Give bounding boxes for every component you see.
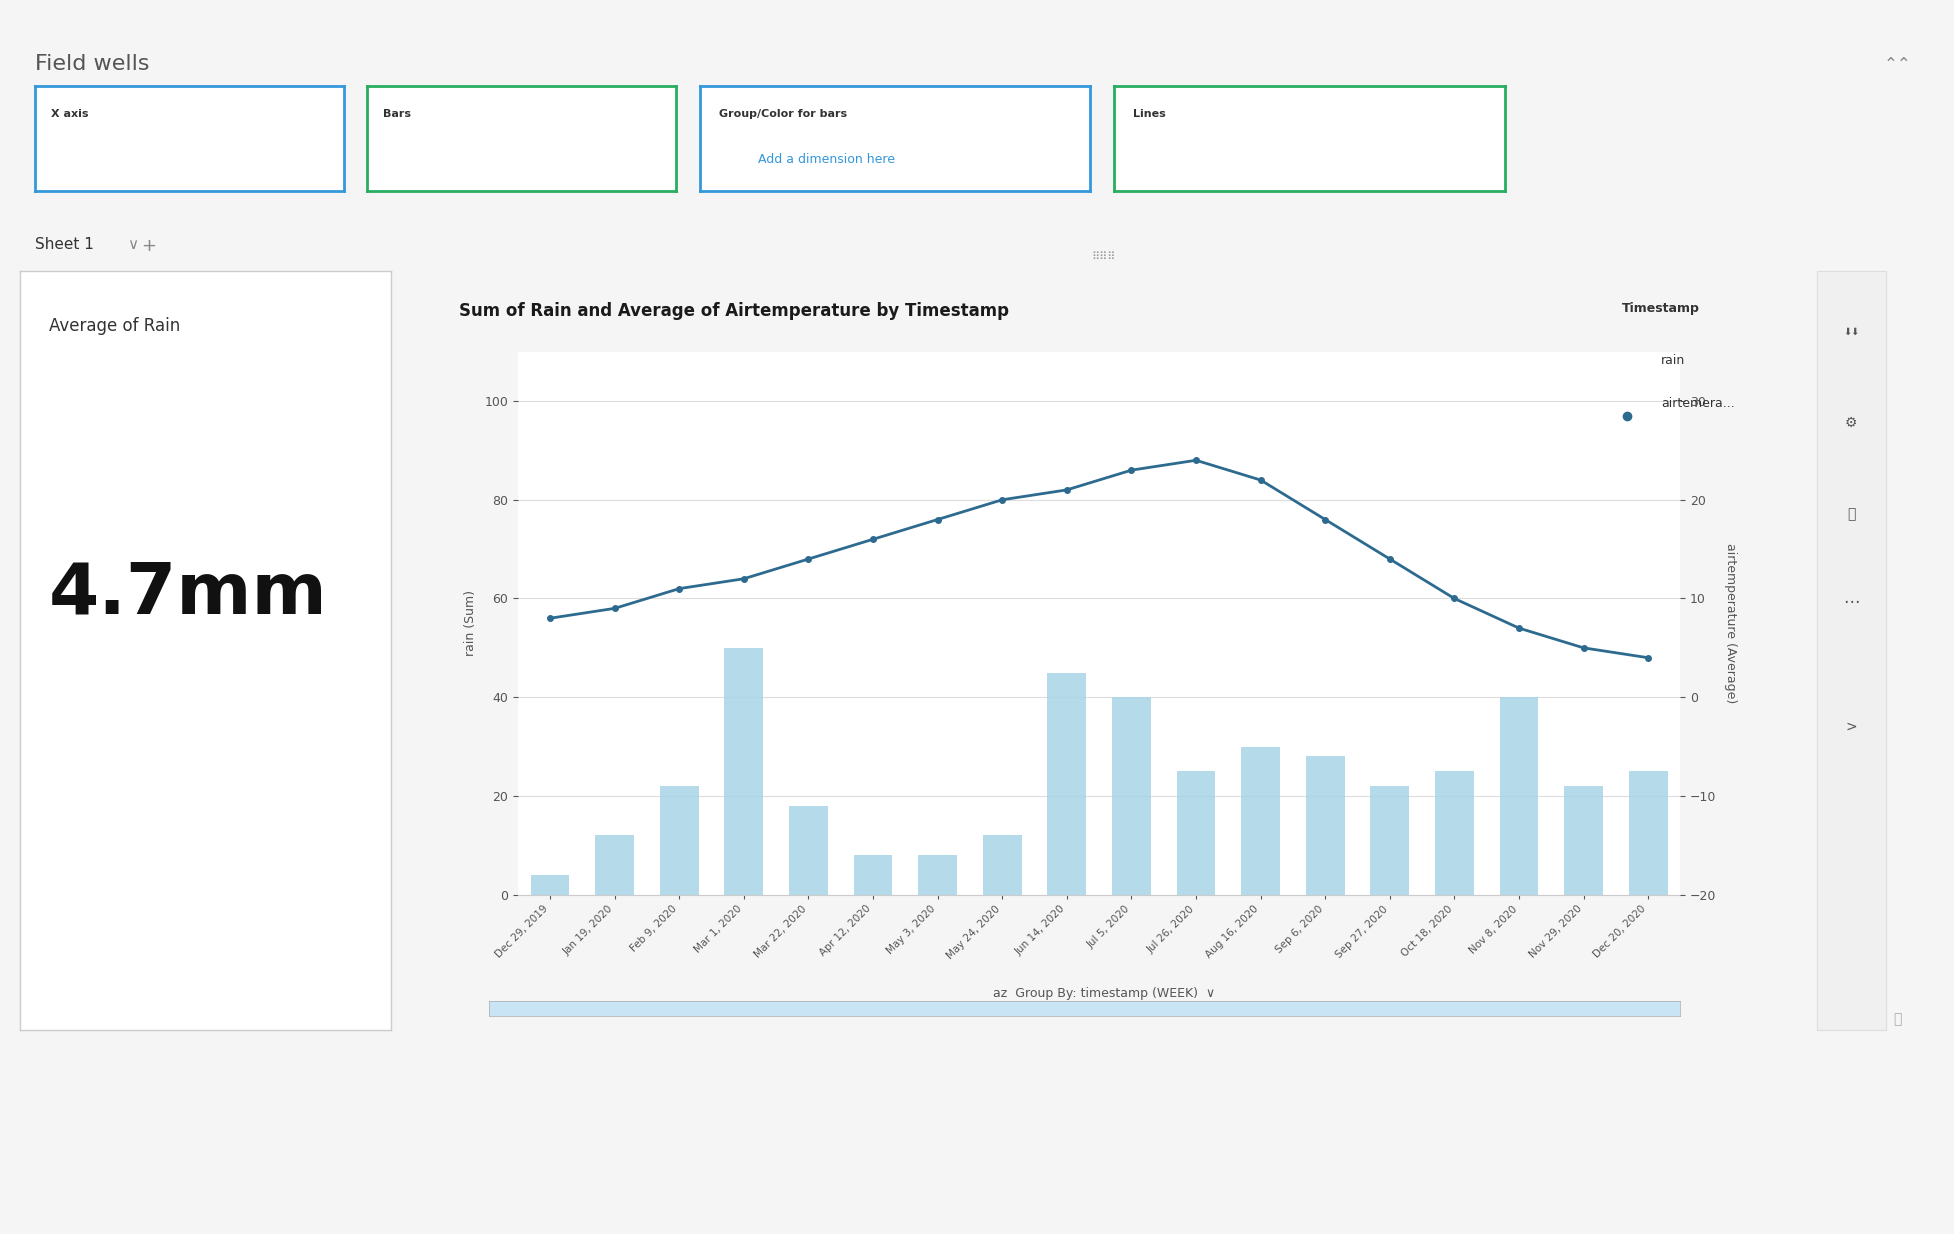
Bar — [596, 835, 633, 895]
Text: airtemperature (Average): airtemperature (Average) — [1139, 158, 1321, 170]
Y-axis label: airtemperature (Average): airtemperature (Average) — [1723, 543, 1737, 703]
Text: Average of Rain: Average of Rain — [49, 317, 180, 334]
Text: …: … — [1843, 589, 1860, 607]
Text: 4.7mm: 4.7mm — [49, 560, 328, 629]
Text: Timestamp: Timestamp — [1622, 302, 1700, 316]
Text: az  Group By: timestamp (WEEK)  ∨: az Group By: timestamp (WEEK) ∨ — [993, 987, 1215, 1000]
Text: airtemera...: airtemera... — [1661, 397, 1735, 410]
Text: ⠿⠿⠿: ⠿⠿⠿ — [1092, 252, 1116, 262]
Y-axis label: rain (Sum): rain (Sum) — [465, 590, 477, 656]
Bar — [1434, 771, 1473, 895]
Text: >: > — [1847, 719, 1856, 734]
Text: +: + — [141, 237, 156, 255]
Text: ⤡: ⤡ — [1893, 1013, 1901, 1027]
Bar — [983, 835, 1022, 895]
Text: X axis: X axis — [51, 110, 88, 120]
Text: Lines: Lines — [1133, 110, 1167, 120]
Text: ⌃⌃: ⌃⌃ — [1884, 54, 1911, 73]
Bar — [918, 855, 957, 895]
Bar — [1241, 747, 1280, 895]
Text: ⬇⬇: ⬇⬇ — [1843, 327, 1860, 337]
Text: timestamp (WEEK): timestamp (WEEK) — [57, 158, 190, 170]
Text: Bars: Bars — [383, 110, 410, 120]
Text: ∨: ∨ — [293, 157, 303, 172]
Bar — [1047, 673, 1086, 895]
Bar — [725, 648, 764, 895]
Bar — [660, 786, 700, 895]
Text: Field wells: Field wells — [35, 54, 150, 74]
Text: Sum of Rain and Average of Airtemperature by Timestamp: Sum of Rain and Average of Airtemperatur… — [459, 302, 1008, 321]
Text: rain: rain — [1661, 354, 1684, 366]
Bar — [1370, 786, 1409, 895]
Bar — [1112, 697, 1151, 895]
Bar — [1176, 771, 1215, 895]
Text: Add a dimension here: Add a dimension here — [758, 153, 895, 167]
Text: ⚙: ⚙ — [1845, 416, 1858, 431]
Text: Sheet 1: Sheet 1 — [35, 237, 94, 252]
Text: ∨: ∨ — [1446, 157, 1458, 172]
Bar — [1630, 771, 1667, 895]
Bar — [854, 855, 893, 895]
Text: ∨: ∨ — [127, 237, 139, 252]
Bar — [531, 875, 569, 895]
Bar — [1499, 697, 1538, 895]
Text: rain (Sum): rain (Sum) — [389, 158, 463, 170]
Text: ∨: ∨ — [625, 157, 635, 172]
Bar — [789, 806, 828, 895]
Bar — [1305, 756, 1344, 895]
Text: ⤢: ⤢ — [1847, 507, 1856, 521]
Text: Group/Color for bars: Group/Color for bars — [719, 110, 848, 120]
Bar — [1563, 786, 1602, 895]
